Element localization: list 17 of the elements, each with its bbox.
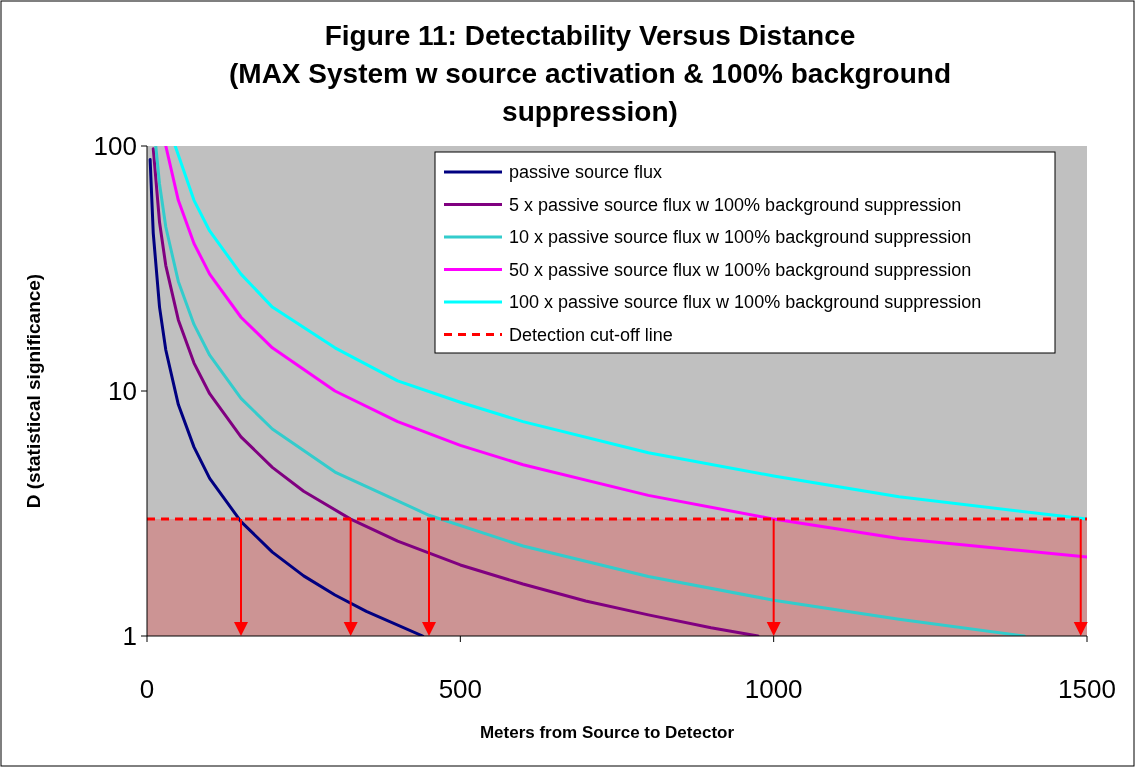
x-axis-title: Meters from Source to Detector: [479, 723, 735, 742]
legend-label: 50 x passive source flux w 100% background suppression: [509, 259, 972, 280]
x-tick-label: 1500: [1058, 674, 1116, 704]
x-tick-label: 500: [438, 674, 483, 704]
x-tick-label: 1000: [744, 674, 803, 704]
legend-label: 100 x passive source flux w 100% background suppression: [509, 292, 982, 313]
y-tick-label: 100: [93, 131, 137, 162]
legend-label: passive source flux: [509, 162, 663, 183]
y-tick-label: 10: [108, 376, 137, 407]
chart-title: Figure 11: Detectability Versus Distance (MAX System w source activation & 100% background suppression): [229, 20, 951, 127]
legend-label: 10 x passive source flux w 100% background suppression: [509, 227, 972, 248]
line-series: [154, 146, 1026, 636]
y-axis-title: D (statistical significance): [23, 273, 44, 509]
y-tick-label: 1: [122, 621, 137, 652]
x-tick-label: 0: [139, 674, 155, 704]
legend-label: 5 x passive source flux w 100% background suppression: [509, 194, 962, 215]
legend-label: Detection cut-off line: [509, 324, 673, 345]
